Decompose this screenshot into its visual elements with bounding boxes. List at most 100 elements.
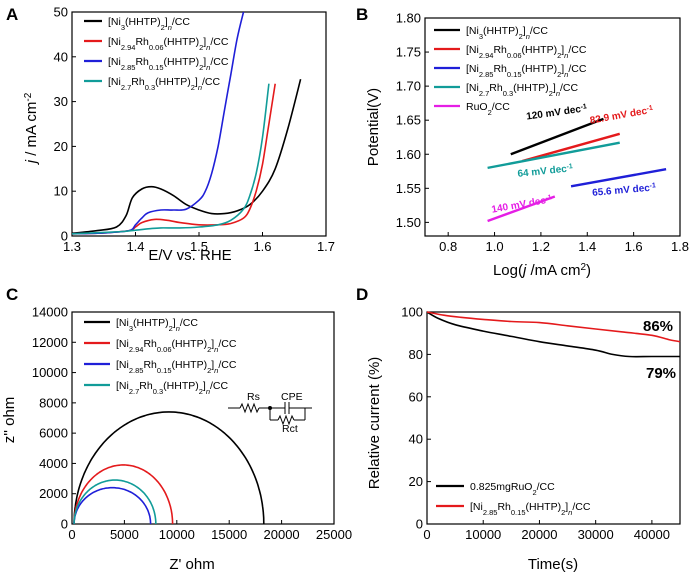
panel-a-plot: 1.3 1.4 1.5 1.6 1.7 0 10 20 30 40 50 — [54, 5, 336, 255]
x-tick-label: 0 — [423, 527, 430, 542]
stability-line-RuO2 — [426, 311, 680, 358]
panel-b-ylabel: Potential(V) — [365, 88, 382, 166]
panel-c-ylabel: z'' ohm — [1, 397, 18, 444]
y-tick-label: 0 — [61, 229, 68, 244]
circuit-rct — [277, 414, 295, 426]
plot-frame — [424, 17, 681, 237]
panel-b-label: B — [356, 5, 368, 24]
legend-d-0-label: 0.825mgRuO2/CC — [470, 481, 555, 497]
panel-b-legend: [Ni3(HHTP)2]n/CC [Ni2.94Rh0.06(HHTP)2]n/C… — [434, 25, 587, 117]
tafel-line-Ni3 — [510, 117, 604, 156]
x-tick-label: 30000 — [578, 527, 614, 542]
stability-line-Rh0.15 — [426, 311, 681, 343]
x-tick-label: 0.8 — [439, 239, 457, 254]
tafel-slope-label-RuO2: 140 mV dec-1 — [491, 194, 553, 216]
panel-a-ylabel: j / mA cm-2 — [23, 92, 41, 165]
circuit-rs — [239, 402, 260, 414]
x-tick-label: 1.3 — [63, 239, 81, 254]
y-tick-label: 12000 — [32, 335, 68, 350]
legend-b-0-label: [Ni3(HHTP)2]n/CC — [466, 25, 548, 41]
x-tick-label: 1.4 — [578, 239, 596, 254]
plot-frame — [71, 311, 335, 525]
series-line-Ni3 — [72, 79, 302, 235]
legend-a-3-label: [Ni2.7Rh0.3(HHTP)2]n/CC — [108, 76, 221, 92]
x-tick-label: 40000 — [634, 527, 670, 542]
annotation-79: 79% — [646, 365, 676, 382]
tafel-line-Rh0.15 — [570, 168, 667, 188]
tafel-line-Rh0.3 — [487, 141, 620, 170]
x-tick-label: 25000 — [316, 527, 352, 542]
equivalent-circuit: Rs CPE Rct — [228, 391, 312, 435]
annotation-86: 86% — [643, 318, 673, 335]
y-tick-label: 40 — [409, 432, 423, 447]
series-line-Rh0.15 — [72, 12, 245, 235]
x-tick-label: 20000 — [521, 527, 557, 542]
legend-a-1-label: [Ni2.94Rh0.06(HHTP)2]n/CC — [108, 36, 229, 52]
y-tick-label: 100 — [401, 305, 423, 320]
x-tick-label: 1.6 — [625, 239, 643, 254]
legend-b-3-label: [Ni2.7Rh0.3(HHTP)2]n/CC — [466, 82, 579, 98]
legend-d-1-label: [Ni2.85Rh0.15(HHTP)2]n/CC — [470, 501, 591, 517]
panel-d-legend: 0.825mgRuO2/CC [Ni2.85Rh0.15(HHTP)2]n/CC — [436, 481, 591, 517]
panel-c-label: C — [6, 285, 18, 304]
tafel-line-RuO2 — [487, 195, 556, 223]
y-tick-label: 1.80 — [396, 11, 421, 26]
panel-c-xlabel: Z' ohm — [169, 556, 214, 573]
panel-a: A 1.3 1.4 1.5 1.6 1.7 0 10 20 30 40 50 E/V vs. RHE… — [6, 5, 335, 265]
circuit-rct-label: Rct — [282, 423, 298, 435]
legend-a-0-label: [Ni3(HHTP)2]n/CC — [108, 16, 190, 32]
y-tick-label: 1.75 — [396, 45, 421, 60]
panel-c: C 0 5000 10000 15000 20000 25000 0 2000 4000 6000… — [1, 285, 352, 573]
y-tick-label: 10000 — [32, 365, 68, 380]
panel-d-xlabel: Time(s) — [528, 556, 578, 573]
x-tick-label: 1.8 — [671, 239, 689, 254]
panel-a-xlabel: E/V vs. RHE — [148, 247, 231, 264]
x-tick-label: 0 — [68, 527, 75, 542]
legend-c-2-label: [Ni2.85Rh0.15(HHTP)2]n/CC — [116, 359, 237, 375]
tafel-slope-label-Rh0.15: 65.6 mV dec-1 — [592, 182, 657, 199]
x-tick-label: 1.4 — [126, 239, 144, 254]
nyquist-arc-Rh0.06 — [73, 464, 174, 525]
y-tick-label: 1.65 — [396, 113, 421, 128]
y-tick-label: 1.55 — [396, 181, 421, 196]
x-tick-label: 5000 — [110, 527, 139, 542]
panel-a-label: A — [6, 5, 18, 24]
series-line-Rh0.3 — [72, 83, 270, 235]
y-tick-label: 4000 — [39, 456, 68, 471]
panel-b-xlabel: Log(j /mA cm2) — [493, 262, 591, 280]
nyquist-arc-Rh0.15 — [73, 486, 152, 525]
y-tick-label: 1.60 — [396, 147, 421, 162]
legend-b-4-label: RuO2/CC — [466, 101, 510, 117]
panel-d-plot: 0 10000 20000 30000 40000 0 20 40 60 80 100 — [401, 305, 681, 542]
legend-c-1-label: [Ni2.94Rh0.06(HHTP)2]n/CC — [116, 338, 237, 354]
y-tick-label: 14000 — [32, 305, 68, 320]
legend-b-1-label: [Ni2.94Rh0.06(HHTP)2]n/CC — [466, 44, 587, 60]
y-tick-label: 1.50 — [396, 215, 421, 230]
panel-d: D 0 10000 20000 30000 40000 0 20 40 60 80 100 Time… — [356, 285, 681, 573]
circuit-cpe-label: CPE — [281, 391, 303, 403]
x-tick-label: 20000 — [264, 527, 300, 542]
y-tick-label: 80 — [409, 347, 423, 362]
series-line-Rh0.06 — [72, 83, 276, 235]
y-tick-label: 1.70 — [396, 79, 421, 94]
x-tick-label: 1.0 — [486, 239, 504, 254]
tafel-slope-label-Ni3: 120 mV dec-1 — [526, 103, 588, 123]
x-tick-label: 1.7 — [317, 239, 335, 254]
legend-c-0-label: [Ni3(HHTP)2]n/CC — [116, 317, 198, 333]
y-tick-label: 20 — [54, 139, 68, 154]
legend-c-3-label: [Ni2.7Rh0.3(HHTP)2]n/CC — [116, 380, 229, 396]
tafel-slope-label-Rh0.3: 64 mV dec-1 — [517, 163, 574, 180]
x-tick-label: 15000 — [211, 527, 247, 542]
y-tick-label: 0 — [61, 517, 68, 532]
y-tick-label: 40 — [54, 49, 68, 64]
x-tick-label: 10000 — [465, 527, 501, 542]
x-tick-label: 1.5 — [190, 239, 208, 254]
y-tick-label: 2000 — [39, 486, 68, 501]
legend-b-2-label: [Ni2.85Rh0.15(HHTP)2]n/CC — [466, 63, 587, 79]
nyquist-arc-Ni3 — [73, 411, 265, 525]
x-tick-label: 1.2 — [532, 239, 550, 254]
panel-c-plot: 0 5000 10000 15000 20000 25000 0 2000 4000 6000 80… — [32, 305, 352, 543]
panel-d-ylabel: Relative current (%) — [366, 357, 383, 490]
nyquist-arc-Rh0.3 — [73, 479, 157, 525]
